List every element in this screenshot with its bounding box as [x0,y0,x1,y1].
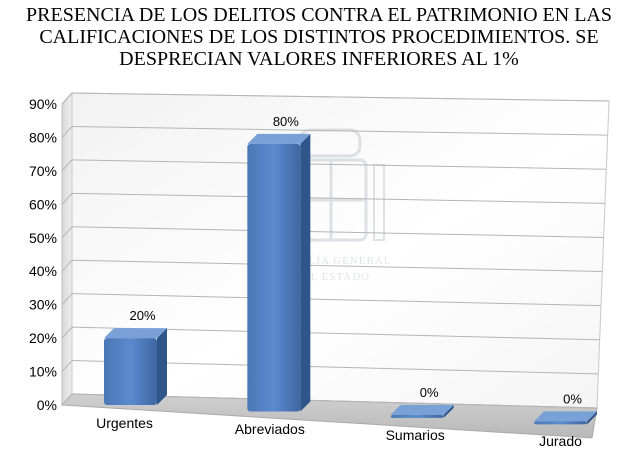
y-tick-label: 60% [29,196,57,212]
chart-title-line-2: CALIFICACIONES DE LOS DISTINTOS PROCEDIM… [39,26,599,48]
y-tick-label: 80% [29,129,57,145]
bar [390,414,444,418]
bar-top [390,404,454,415]
gridline-side [61,159,73,172]
y-tick-label: 70% [29,163,57,179]
bar [247,143,301,412]
y-tick-label: 30% [29,297,57,313]
gridline-side [61,192,73,205]
y-tick-label: 40% [29,263,57,279]
chart-title-line-1: PRESENCIA DE LOS DELITOS CONTRA EL PATRI… [26,4,612,26]
category-label: Jurado [539,433,582,449]
bar-side [587,411,597,425]
y-tick-label: 90% [29,96,57,112]
gridline [71,226,604,238]
data-label: 80% [273,114,299,129]
watermark-text-2: DEL ESTADO [294,271,370,283]
y-tick-label: 50% [29,230,57,246]
chart-title-line-3: DESPRECIAN VALORES INFERIORES AL 1% [119,48,519,70]
chart-title: PRESENCIA DE LOS DELITOS CONTRA EL PATRI… [0,4,638,70]
gridline [71,92,610,102]
y-axis-ticks: 0% 10% 20% 30% 40% 50% 60% 70% 80% 90% [29,96,57,413]
gridline-side [61,326,73,339]
gridline-side [61,92,73,105]
gridline-side [61,393,73,406]
data-label: 20% [129,308,155,323]
y-tick-label: 20% [29,330,57,346]
bar-top [247,133,311,144]
gridline-side [61,126,73,138]
bar-top [534,411,597,422]
gridline-side [61,226,73,239]
gridline-side [61,259,73,272]
gridline-side [61,293,73,306]
gridline [71,192,606,204]
bar [104,338,157,405]
category-label: Urgentes [96,415,153,431]
data-label: 0% [420,385,439,400]
bar [534,421,587,425]
gridline [71,125,608,136]
data-label: 0% [563,391,582,406]
bar-side [300,133,311,412]
bar-side [443,404,454,418]
bar-side [157,328,167,405]
gridline-side [61,360,73,372]
data-labels: 20% 80% 0% 0% [129,114,582,406]
left-wall [61,91,73,407]
bars [104,133,597,425]
category-label: Sumarios [386,427,445,443]
y-tick-label: 0% [37,397,57,413]
y-tick-label: 10% [29,364,57,380]
plot-walls [60,91,610,439]
gridline [71,159,607,170]
gridline [71,293,602,307]
gridline [71,259,603,273]
bar-top [104,328,167,339]
category-label: Abreviados [235,421,305,437]
category-labels: Urgentes Abreviados Sumarios Jurado [96,415,582,449]
